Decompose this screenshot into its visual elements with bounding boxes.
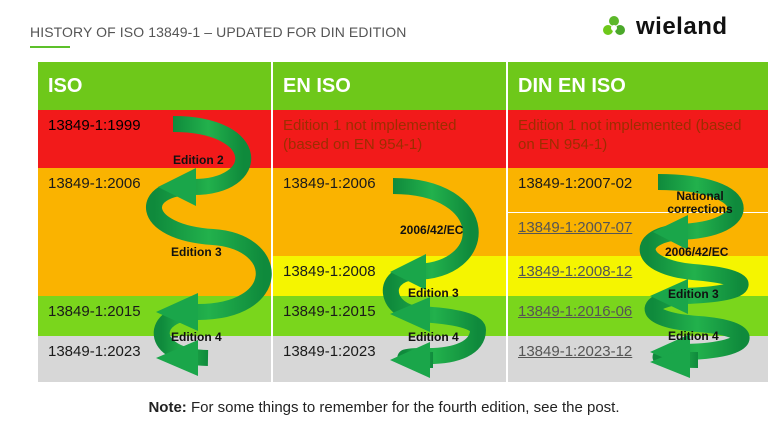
column-divider [506,62,508,382]
iso-cell-2006: 13849-1:2006 [38,168,271,296]
arrow-label-en-iso-edition-4: Edition 4 [408,330,459,344]
arrow-label-iso-edition-4: Edition 4 [171,330,222,344]
arrow-label-iso-edition-3: Edition 3 [171,245,222,259]
logo-text: wieland [636,13,728,40]
note-text: For some things to remember for the four… [186,399,620,416]
column-header-iso: ISO [38,62,271,110]
wieland-flower-icon [603,16,625,35]
iso-cell-2015: 13849-1:2015 [38,296,271,336]
din-link-2023-12[interactable]: 13849-1:2023-12 [508,336,768,382]
arrow-label-en-iso-2006-42-ec: 2006/42/EC [400,223,464,237]
iso-cell-1999: 13849-1:1999 [38,110,271,168]
en-iso-cell-2015: 13849-1:2015 [273,296,506,336]
iso-history-table: ISO EN ISO DIN EN ISO 13849-1:1999 Editi… [38,62,768,382]
din-cell-not-implemented: Edition 1 not implemented (based on EN 9… [508,110,768,168]
din-link-2008-12[interactable]: 13849-1:2008-12 [508,256,768,296]
row-divider [508,212,768,213]
din-link-2016-06[interactable]: 13849-1:2016-06 [508,296,768,336]
column-header-en-iso: EN ISO [273,62,506,110]
arrow-label-en-iso-edition-3: Edition 3 [408,286,459,300]
arrow-label-din-edition-3: Edition 3 [668,287,719,301]
note-label: Note: [148,399,187,416]
en-iso-cell-not-implemented: Edition 1 not implemented (based on EN 9… [273,110,506,168]
din-link-2007-07[interactable]: 13849-1:2007-07 [508,212,768,256]
column-divider [271,62,273,382]
arrow-label-din-edition-4: Edition 4 [668,329,719,343]
arrow-label-din-2006-42-ec: 2006/42/EC [665,245,729,259]
iso-cell-2023: 13849-1:2023 [38,336,271,382]
arrow-label-din-national-corrections: National corrections [667,189,733,216]
arrow-label-iso-edition-2: Edition 2 [173,153,224,167]
footer-note: Note: For some things to remember for th… [0,399,768,416]
en-iso-cell-2008: 13849-1:2008 [273,256,506,296]
en-iso-cell-2023: 13849-1:2023 [273,336,506,382]
column-header-din-en-iso: DIN EN ISO [508,62,768,110]
logo: wieland [602,12,728,42]
page-title: HISTORY OF ISO 13849-1 – UPDATED FOR DIN… [30,24,407,40]
en-iso-cell-2006: 13849-1:2006 [273,168,506,256]
title-underline [30,46,70,48]
